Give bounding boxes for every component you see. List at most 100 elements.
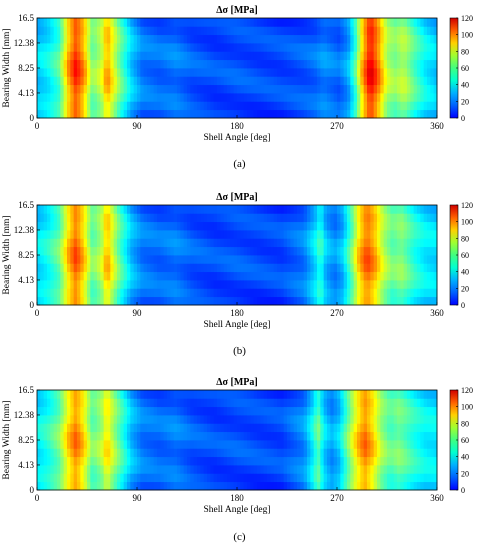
heatmap-cell (257, 246, 261, 256)
heatmap-cell (100, 34, 105, 44)
heatmap-cell (303, 230, 308, 239)
heatmap-cell (353, 255, 358, 264)
heatmap-cell (290, 34, 295, 44)
heatmap-cell (357, 213, 361, 223)
heatmap-cell (187, 481, 191, 491)
heatmap-cell (163, 473, 168, 483)
heatmap-cell (183, 473, 188, 483)
heatmap-cell (197, 271, 201, 281)
heatmap-cell (407, 101, 411, 111)
heatmap-cell (300, 263, 305, 273)
heatmap-cell (410, 406, 415, 416)
heatmap-cell (433, 84, 438, 94)
heatmap-cell (350, 423, 355, 433)
heatmap-cell (90, 423, 95, 433)
heatmap-cell (257, 415, 261, 424)
heatmap-cell (117, 18, 121, 27)
heatmap-cell (330, 440, 335, 449)
heatmap-cell (417, 26, 421, 36)
heatmap-cell (167, 246, 171, 256)
heatmap-cell (153, 440, 158, 449)
heatmap-cell (143, 415, 148, 424)
heatmap-cell (387, 271, 391, 281)
heatmap-cell (307, 101, 311, 111)
heatmap-cell (47, 398, 51, 408)
heatmap-cell (320, 406, 325, 416)
heatmap-cell (400, 26, 405, 36)
heatmap-cell (167, 68, 171, 77)
heatmap-cell (347, 26, 351, 36)
heatmap-cell (133, 440, 138, 449)
heatmap-cell (290, 431, 295, 441)
heatmap-cell (350, 101, 355, 111)
heatmap-cell (263, 205, 268, 214)
heatmap-cell (293, 390, 298, 399)
heatmap-cell (233, 221, 238, 231)
heatmap-cell (143, 271, 148, 281)
heatmap-cell (377, 423, 381, 433)
heatmap-cell (183, 26, 188, 36)
heatmap-cell (227, 448, 231, 458)
heatmap-cell (147, 101, 151, 111)
heatmap-cell (297, 296, 301, 306)
heatmap-cell (357, 101, 361, 111)
heatmap-cell (347, 230, 351, 239)
heatmap-cell (243, 26, 248, 36)
heatmap-cell (327, 296, 331, 306)
heatmap-cell (90, 255, 95, 264)
heatmap-cell (397, 51, 401, 61)
heatmap-cell (420, 288, 425, 298)
heatmap-cell (197, 465, 201, 474)
heatmap-cell (247, 68, 251, 77)
heatmap-cell (373, 101, 378, 111)
heatmap-cell (77, 406, 81, 416)
x-tick-label: 270 (330, 308, 344, 318)
heatmap-cell (307, 481, 311, 491)
heatmap-cell (170, 26, 175, 36)
heatmap-cell (63, 246, 68, 256)
heatmap-cell (300, 255, 305, 264)
heatmap-cell (357, 93, 361, 102)
heatmap-cell (237, 456, 241, 466)
heatmap-cell (200, 263, 205, 273)
heatmap-cell (343, 76, 348, 86)
heatmap-cells (37, 390, 438, 491)
heatmap-cell (53, 263, 58, 273)
heatmap-cell (303, 288, 308, 298)
heatmap-cell (90, 43, 95, 52)
heatmap-cell (207, 465, 211, 474)
heatmap-cell (290, 230, 295, 239)
heatmap-cell (180, 230, 185, 239)
heatmap-cell (363, 221, 368, 231)
heatmap-cell (360, 213, 365, 223)
heatmap-cell (357, 423, 361, 433)
heatmap-cell (63, 26, 68, 36)
heatmap-cell (247, 93, 251, 102)
heatmap-cell (410, 415, 415, 424)
heatmap-cell (53, 84, 58, 94)
heatmap-cell (357, 473, 361, 483)
heatmap-cell (263, 415, 268, 424)
heatmap-cell (227, 423, 231, 433)
heatmap-cell (413, 205, 418, 214)
heatmap-cell (347, 481, 351, 491)
heatmap-cell (157, 246, 161, 256)
heatmap-cell (90, 481, 95, 491)
heatmap-cell (143, 68, 148, 77)
heatmap-cell (400, 390, 405, 399)
heatmap-cell (353, 18, 358, 27)
heatmap-cell (327, 59, 331, 69)
heatmap-cell (283, 205, 288, 214)
heatmap-cell (383, 431, 388, 441)
heatmap-cell (47, 271, 51, 281)
heatmap-cell (420, 101, 425, 111)
heatmap-cell (293, 221, 298, 231)
y-tick-label: 0 (30, 300, 35, 310)
heatmap-cell (413, 448, 418, 458)
heatmap-cell (350, 448, 355, 458)
heatmap-cell (190, 415, 195, 424)
heatmap-cell (323, 59, 328, 69)
heatmap-cell (370, 68, 375, 77)
heatmap-cell (220, 93, 225, 102)
heatmap-cell (340, 205, 345, 214)
